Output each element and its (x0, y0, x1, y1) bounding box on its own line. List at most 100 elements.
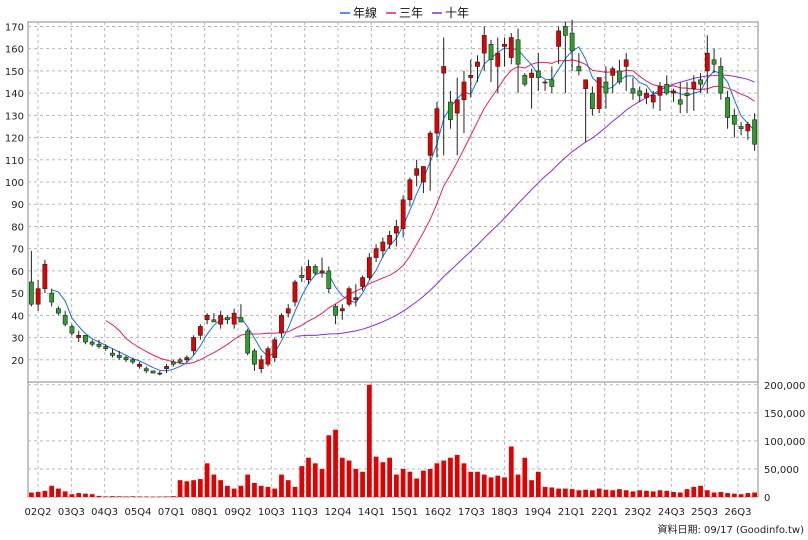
volume-bar (684, 489, 690, 497)
volume-bar (353, 468, 359, 497)
candle-body (238, 317, 244, 323)
candle-body (745, 123, 751, 132)
volume-bar (116, 496, 122, 497)
x-tick-label: 19Q4 (525, 507, 552, 518)
price-tick-label: 20 (11, 356, 24, 367)
volume-bar (279, 474, 284, 497)
volume-bar (76, 493, 82, 497)
candle-body (448, 101, 453, 121)
candle-body (177, 359, 183, 363)
volume-bar (130, 496, 136, 497)
candle-body (103, 346, 109, 349)
volume-bar (556, 488, 561, 497)
volume-tick-label: 150,000 (764, 409, 805, 420)
price-tick-label: 60 (11, 267, 24, 278)
volume-bar (542, 486, 548, 497)
candle-body (279, 315, 284, 334)
candle-body (610, 68, 616, 76)
volume-bar (35, 491, 41, 497)
volume-bar (292, 486, 298, 497)
candle-body (549, 79, 555, 87)
candle-body (218, 315, 224, 325)
volume-bar (617, 489, 622, 497)
volume-bar (366, 384, 372, 497)
x-tick-label: 26Q3 (725, 507, 752, 518)
volume-bar (475, 471, 480, 497)
candle-body (738, 126, 744, 129)
volume-bar (637, 490, 643, 497)
candle-body (596, 77, 602, 109)
volume-bar (123, 496, 129, 497)
price-tick-label: 80 (11, 222, 24, 233)
x-tick-label: 12Q4 (325, 507, 352, 518)
volume-bar (664, 490, 670, 497)
candle-body (583, 79, 589, 89)
volume-bar (245, 474, 251, 497)
volume-bar (312, 463, 318, 497)
candle-body (191, 337, 196, 352)
candle-body (306, 266, 311, 281)
candle-body (157, 372, 163, 375)
volume-bar (562, 488, 568, 497)
candle-body (481, 35, 487, 54)
x-tick-label: 15Q1 (391, 507, 418, 518)
candle-body (752, 119, 758, 145)
volume-bar (42, 490, 48, 497)
volume-bar (488, 477, 494, 497)
volume-bar (414, 478, 420, 497)
volume-bar (380, 462, 386, 497)
volume-bar (691, 486, 697, 497)
volume-bar (231, 488, 237, 497)
volume-bar (137, 496, 142, 497)
volume-bar (333, 429, 338, 497)
volume-bar (711, 492, 717, 497)
volume-bar (718, 491, 724, 497)
x-tick-label: 21Q1 (558, 507, 585, 518)
candle-body (421, 166, 426, 183)
candle-body (664, 83, 670, 94)
volume-bar (62, 491, 68, 497)
volume-bar (272, 488, 278, 497)
volume-bar (569, 489, 575, 497)
candle-body (204, 315, 210, 321)
candle-body (590, 92, 595, 109)
candle-body (164, 366, 169, 369)
candle-body (522, 75, 528, 85)
candle-body (339, 308, 345, 312)
candle-body (677, 99, 683, 105)
candle-body (637, 90, 643, 96)
candle-body (69, 326, 75, 334)
candle-body (110, 352, 115, 356)
plot-frame (27, 21, 759, 498)
candle-body (718, 66, 724, 94)
candle-body (731, 115, 737, 125)
volume-bar (522, 457, 528, 497)
candle-body (542, 81, 548, 84)
candle-body (515, 39, 521, 65)
volume-tick-label: 50,000 (764, 465, 799, 476)
candle-body (562, 26, 568, 36)
volume-bar (218, 480, 224, 497)
volume-bar (596, 488, 602, 497)
volume-bar (387, 457, 392, 497)
candle-body (326, 270, 332, 289)
volume-bar (468, 471, 474, 497)
volume-bar (103, 496, 109, 497)
candle-body (657, 86, 663, 96)
price-tick-label: 130 (5, 111, 24, 122)
candle-body (380, 241, 386, 252)
volume-bar (89, 494, 95, 497)
volume-bar (644, 490, 649, 497)
volume-bar (285, 480, 291, 497)
candle-body (123, 357, 129, 361)
price-tick-label: 70 (11, 245, 24, 256)
volume-tick-label: 100,000 (764, 437, 805, 448)
volume-bar (407, 471, 413, 497)
volume-bar (238, 485, 244, 497)
volume-bar (339, 457, 345, 497)
candle-body (434, 108, 440, 134)
volume-bar (535, 471, 541, 497)
candle-body (475, 61, 480, 67)
candle-body (272, 339, 278, 358)
